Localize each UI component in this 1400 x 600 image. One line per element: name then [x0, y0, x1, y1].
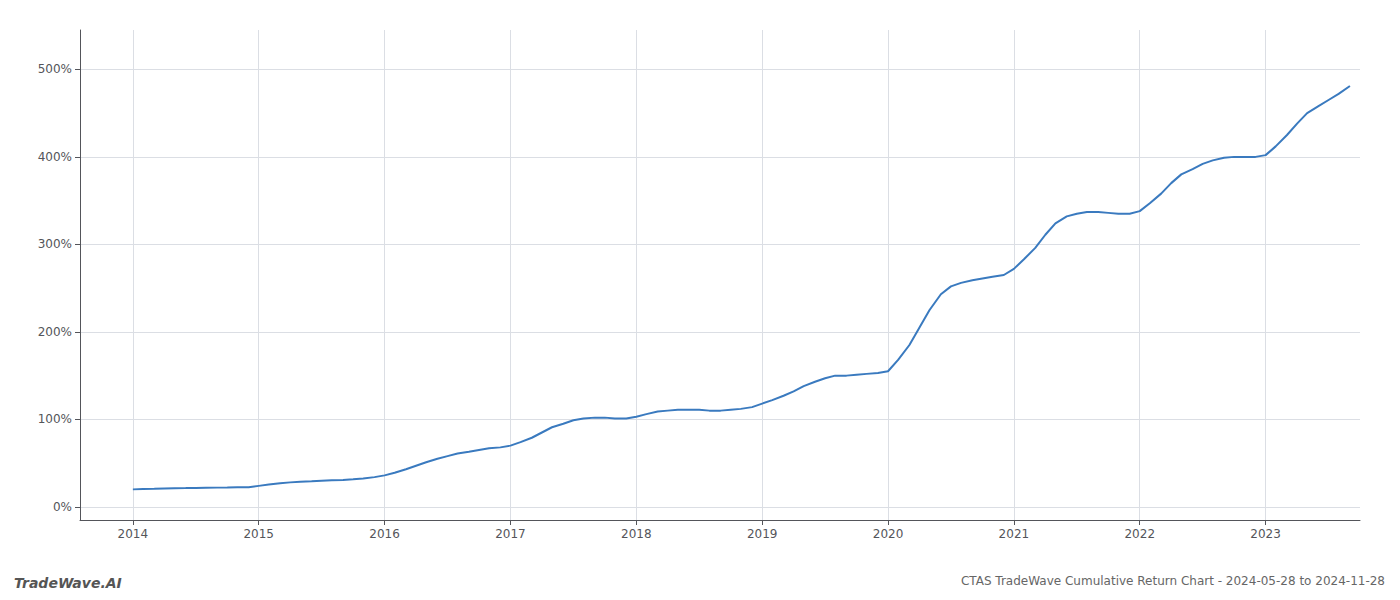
- svg-text:300%: 300%: [38, 237, 72, 251]
- svg-text:2021: 2021: [999, 527, 1030, 541]
- svg-text:400%: 400%: [38, 150, 72, 164]
- svg-text:2020: 2020: [873, 527, 904, 541]
- svg-text:0%: 0%: [53, 500, 72, 514]
- svg-text:TradeWave.AI: TradeWave.AI: [14, 575, 122, 591]
- svg-text:2022: 2022: [1124, 527, 1155, 541]
- svg-text:200%: 200%: [38, 325, 72, 339]
- svg-text:2018: 2018: [621, 527, 652, 541]
- svg-text:2015: 2015: [243, 527, 274, 541]
- svg-text:2019: 2019: [747, 527, 778, 541]
- svg-text:500%: 500%: [38, 62, 72, 76]
- svg-text:100%: 100%: [38, 412, 72, 426]
- svg-text:2014: 2014: [118, 527, 149, 541]
- svg-text:CTAS TradeWave Cumulative Retu: CTAS TradeWave Cumulative Return Chart -…: [961, 574, 1385, 588]
- svg-text:2023: 2023: [1250, 527, 1281, 541]
- svg-text:2016: 2016: [369, 527, 400, 541]
- svg-text:2017: 2017: [495, 527, 526, 541]
